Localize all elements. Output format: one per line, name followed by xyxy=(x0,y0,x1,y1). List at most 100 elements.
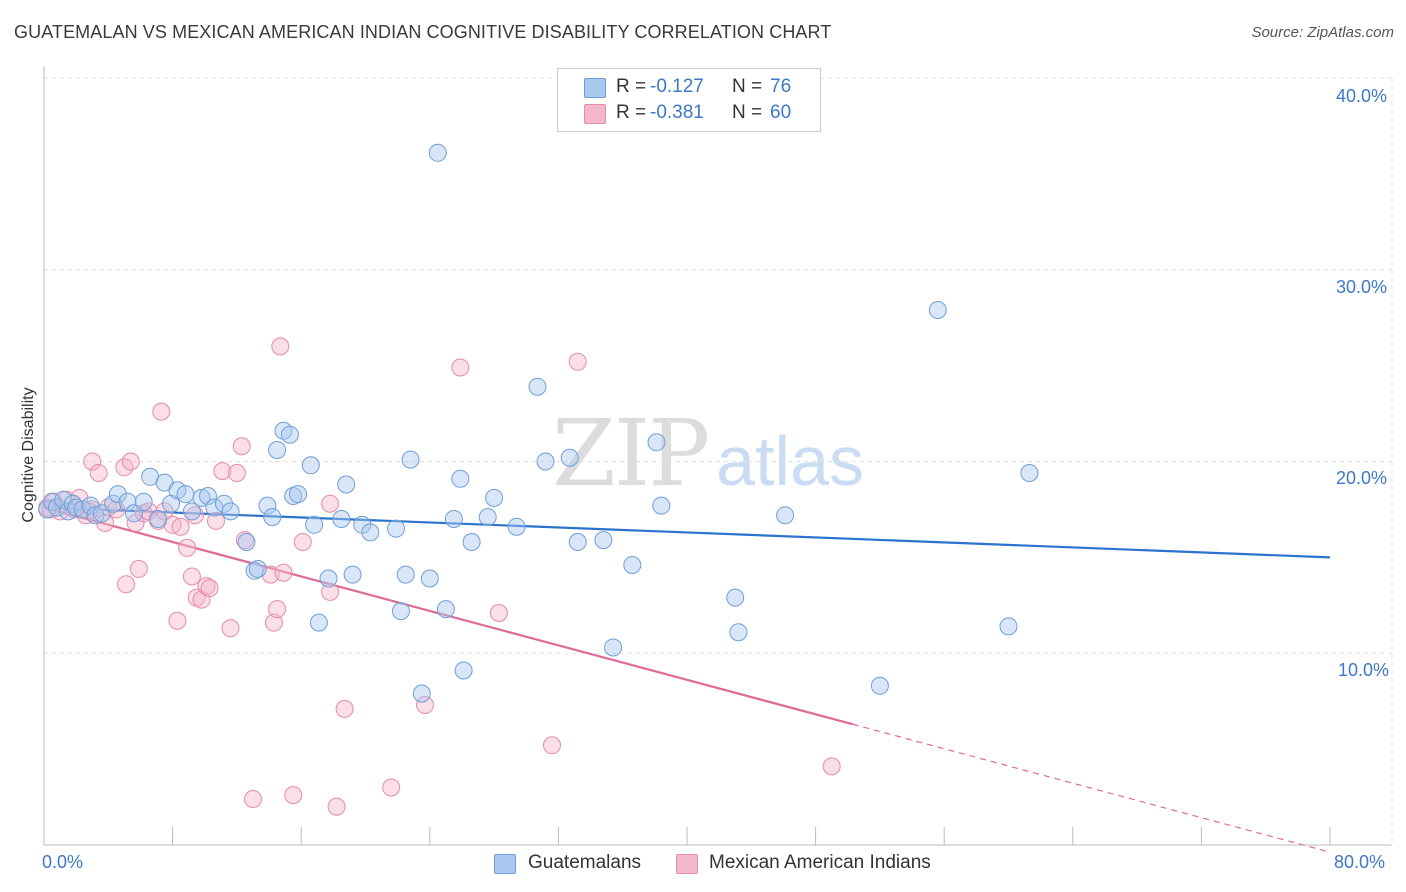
data-point-mexican-american-indians xyxy=(89,464,108,482)
data-point-guatemalans xyxy=(451,469,470,488)
data-point-mexican-american-indians xyxy=(129,559,148,578)
data-point-mexican-american-indians xyxy=(268,600,287,619)
data-point-guatemalans xyxy=(1020,464,1039,482)
legend-r-label: R = xyxy=(616,76,647,97)
data-point-guatemalans xyxy=(776,506,795,525)
data-point-mexican-american-indians xyxy=(489,604,508,622)
data-point-mexican-american-indians xyxy=(382,778,401,797)
legend-r-label: R = xyxy=(616,102,647,123)
data-point-guatemalans xyxy=(361,523,380,542)
data-point-guatemalans xyxy=(319,569,338,588)
x-tick-label: 80.0% xyxy=(1334,852,1386,872)
data-point-guatemalans xyxy=(108,485,127,504)
data-point-mexican-american-indians xyxy=(117,575,135,594)
series-guatemalans-points xyxy=(38,143,1039,703)
data-point-mexican-american-indians xyxy=(178,538,197,557)
data-point-guatemalans xyxy=(604,638,623,657)
data-point-guatemalans xyxy=(104,494,123,513)
axes xyxy=(43,66,1392,846)
data-point-mexican-american-indians xyxy=(822,757,841,776)
trend-line-guatemalans xyxy=(43,506,1331,559)
data-point-guatemalans xyxy=(870,676,889,695)
data-point-guatemalans xyxy=(594,531,613,550)
y-tick-label: 10.0% xyxy=(1338,660,1390,680)
data-point-mexican-american-indians xyxy=(244,790,262,808)
data-point-mexican-american-indians xyxy=(293,533,312,551)
y-tick-label: 30.0% xyxy=(1336,277,1388,297)
legend-n-value: 60 xyxy=(770,102,792,123)
data-point-guatemalans xyxy=(412,684,431,703)
legend-series-label: Guatemalans xyxy=(528,852,642,873)
data-point-guatemalans xyxy=(387,519,405,538)
legend-series-label: Mexican American Indians xyxy=(709,852,931,873)
data-point-mexican-american-indians xyxy=(96,513,115,532)
y-axis-label: Cognitive Disability xyxy=(20,387,37,523)
legend-swatch-pink xyxy=(676,854,698,874)
gridlines xyxy=(44,77,1393,845)
data-point-guatemalans xyxy=(729,623,748,642)
data-point-guatemalans xyxy=(332,510,351,528)
data-point-mexican-american-indians xyxy=(168,611,187,630)
data-point-mexican-american-indians xyxy=(139,502,158,521)
data-point-mexican-american-indians xyxy=(264,613,283,632)
data-point-guatemalans xyxy=(560,448,579,467)
data-point-mexican-american-indians xyxy=(284,786,303,805)
data-point-guatemalans xyxy=(305,515,324,534)
data-point-guatemalans xyxy=(309,613,328,632)
series-mexican-american-indians-points xyxy=(38,337,841,816)
legend-n-value: 76 xyxy=(770,76,792,97)
data-point-guatemalans xyxy=(263,508,282,527)
data-point-guatemalans xyxy=(436,600,455,619)
data-point-guatemalans xyxy=(248,559,267,578)
data-point-mexican-american-indians xyxy=(416,696,434,714)
data-point-guatemalans xyxy=(726,588,745,607)
data-point-guatemalans xyxy=(280,425,299,444)
data-point-guatemalans xyxy=(192,488,211,507)
data-point-guatemalans xyxy=(268,441,287,459)
y-tick-label: 20.0% xyxy=(1336,468,1388,488)
trend-lines xyxy=(43,506,1331,853)
legend-swatch-blue xyxy=(494,854,516,874)
data-point-guatemalans xyxy=(343,565,362,584)
data-point-guatemalans xyxy=(507,517,526,536)
data-point-mexican-american-indians xyxy=(271,337,290,356)
data-point-mexican-american-indians xyxy=(568,352,587,371)
data-point-guatemalans xyxy=(199,487,217,505)
data-point-guatemalans xyxy=(568,533,587,551)
data-point-guatemalans xyxy=(301,456,320,475)
data-point-mexican-american-indians xyxy=(155,502,174,521)
data-point-guatemalans xyxy=(86,506,105,525)
data-point-mexican-american-indians xyxy=(335,699,354,718)
data-point-guatemalans xyxy=(444,510,463,528)
y-tick-label: 40.0% xyxy=(1336,86,1388,106)
data-point-mexican-american-indians xyxy=(321,494,340,513)
data-point-guatemalans xyxy=(125,504,143,523)
data-point-guatemalans xyxy=(67,498,86,517)
data-point-guatemalans xyxy=(245,561,264,580)
trend-line-mexican-american-indians xyxy=(43,506,853,726)
data-point-guatemalans xyxy=(215,494,233,513)
data-point-guatemalans xyxy=(118,492,137,511)
data-point-mexican-american-indians xyxy=(200,579,219,598)
data-point-mexican-american-indians xyxy=(321,582,340,601)
x-tick-label: 0.0% xyxy=(42,852,84,872)
data-point-guatemalans xyxy=(176,485,195,504)
legend-swatch-blue xyxy=(584,78,606,98)
data-point-guatemalans xyxy=(401,450,420,469)
source-credit[interactable]: Source: ZipAtlas.com xyxy=(1251,24,1394,41)
data-point-guatemalans xyxy=(221,502,240,521)
data-point-guatemalans xyxy=(149,510,168,528)
data-point-mexican-american-indians xyxy=(171,517,190,536)
data-point-guatemalans xyxy=(428,143,447,162)
data-point-guatemalans xyxy=(420,569,439,588)
data-point-mexican-american-indians xyxy=(274,563,293,582)
legend-r-value: -0.127 xyxy=(650,76,704,97)
data-point-guatemalans xyxy=(528,377,547,396)
data-point-guatemalans xyxy=(647,433,666,452)
data-point-mexican-american-indians xyxy=(543,736,561,755)
data-point-guatemalans xyxy=(134,492,153,511)
data-point-guatemalans xyxy=(623,556,642,574)
data-point-guatemalans xyxy=(536,452,555,471)
data-point-mexican-american-indians xyxy=(232,437,251,456)
